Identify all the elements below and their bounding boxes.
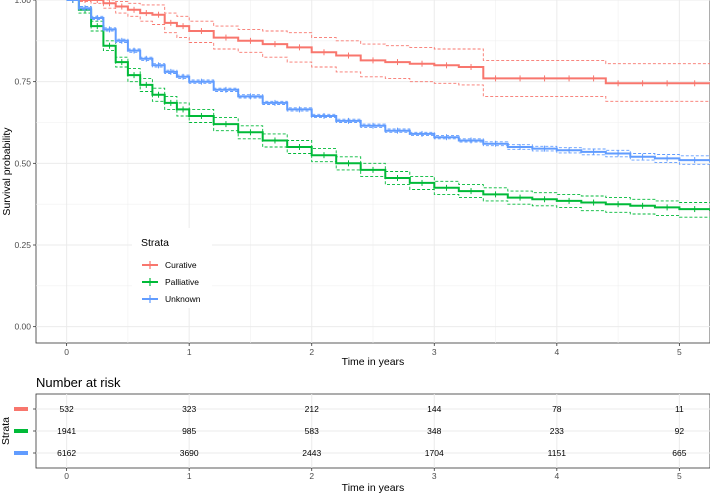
confidence-lower-curative [66, 0, 710, 102]
risk-count: 532 [60, 404, 74, 414]
risk-count: 348 [427, 426, 441, 436]
survival-line-palliative [66, 0, 710, 211]
legend-label-unknown: Unknown [165, 294, 201, 304]
risk-x-axis-title: Time in years [342, 482, 405, 494]
y-tick-label: 0.50 [14, 158, 31, 168]
risk-count: 1151 [548, 448, 567, 458]
risk-count: 92 [675, 426, 685, 436]
legend-label-curative: Curative [165, 260, 197, 270]
series-unknown [66, 0, 710, 167]
x-tick-label: 2 [309, 347, 314, 357]
risk-count: 78 [552, 404, 562, 414]
risk-count: 665 [672, 448, 686, 458]
risk-count: 3690 [180, 448, 199, 458]
risk-count: 11 [675, 404, 684, 414]
y-tick-label: 0.75 [14, 77, 31, 87]
x-tick-label: 4 [554, 347, 559, 357]
x-axis-title: Time in years [342, 356, 405, 368]
risk-count: 212 [305, 404, 319, 414]
y-tick-label: 0.25 [14, 240, 31, 250]
series-palliative [66, 0, 710, 221]
risk-count: 1704 [425, 448, 444, 458]
risk-x-tick-label: 0 [64, 471, 69, 481]
risk-count: 6162 [57, 448, 76, 458]
risk-count: 1941 [57, 426, 76, 436]
series-curative [66, 0, 710, 102]
risk-table-title: Number at risk [36, 375, 121, 390]
risk-x-tick-label: 1 [187, 471, 192, 481]
risk-x-tick-label: 4 [554, 471, 559, 481]
risk-count: 144 [427, 404, 441, 414]
risk-count: 233 [550, 426, 564, 436]
y-axis-title: Survival probability [1, 127, 13, 216]
survival-line-unknown [66, 0, 710, 162]
risk-count: 985 [182, 426, 196, 436]
risk-x-tick-label: 5 [677, 471, 682, 481]
x-tick-label: 5 [677, 347, 682, 357]
risk-y-axis-title: Strata [0, 417, 12, 445]
risk-x-tick-label: 3 [432, 471, 437, 481]
x-tick-label: 1 [187, 347, 192, 357]
confidence-upper-palliative [66, 0, 710, 203]
risk-count: 583 [305, 426, 319, 436]
legend-title: Strata [141, 237, 169, 249]
survival-line-curative [66, 0, 710, 85]
legend-label-palliative: Palliative [165, 277, 199, 287]
x-tick-label: 3 [432, 347, 437, 357]
risk-x-tick-label: 2 [309, 471, 314, 481]
survival-plot-panel: 0 1 2 3 4 5 0.00 0.25 0.50 0.75 1.00 Time in years S… [1, 0, 710, 368]
y-tick-label: 0.00 [14, 322, 31, 332]
x-tick-label: 0 [64, 347, 69, 357]
legend-background [132, 228, 212, 308]
risk-count: 323 [182, 404, 196, 414]
risk-count: 2443 [302, 448, 321, 458]
y-tick-label: 1.00 [14, 0, 31, 5]
legend: Strata Curative Palliative Unknown [132, 228, 212, 308]
confidence-upper-curative [66, 0, 710, 65]
